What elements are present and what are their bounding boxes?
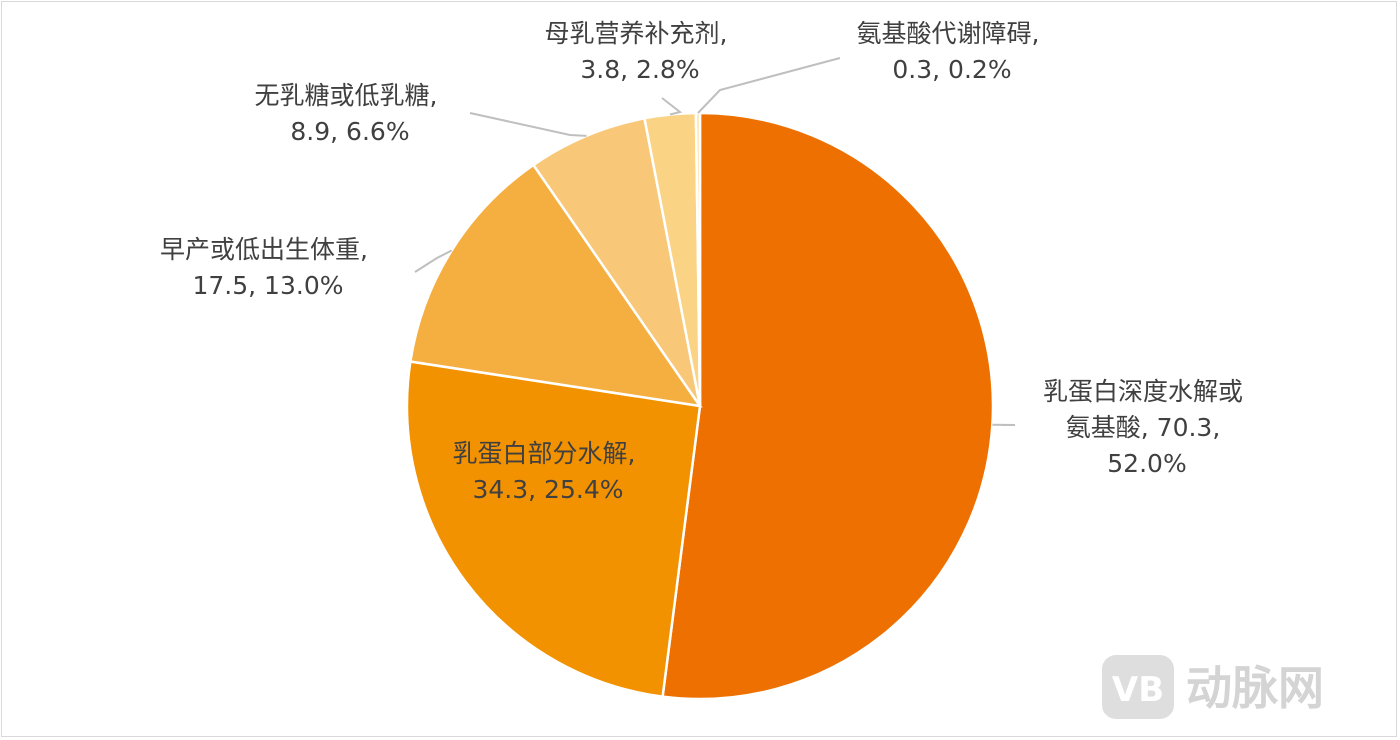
label-slice-0: 乳蛋白深度水解或 氨基酸, 70.3, 52.0% (1043, 377, 1251, 478)
leader-line-4 (661, 97, 683, 116)
label-slice-1-line1: 乳蛋白部分水解, (453, 439, 636, 468)
label-slice-2-line1: 早产或低出生体重, (160, 235, 368, 264)
label-slice-0-line1: 乳蛋白深度水解或 (1043, 377, 1243, 406)
pie-slices (405, 111, 995, 701)
watermark-logo-icon (1102, 655, 1174, 719)
pie-slice-3 (531, 116, 702, 407)
label-slice-0-line3: 52.0% (1107, 449, 1186, 478)
pie-slice-0 (661, 111, 995, 701)
watermark: VB 动脉网 (1102, 655, 1324, 719)
label-slice-0-line2: 氨基酸, 70.3, (1066, 413, 1221, 442)
label-slice-5-line1: 氨基酸代谢障碍, (857, 19, 1040, 48)
label-slice-3-line2: 8.9, 6.6% (290, 117, 409, 146)
label-slice-1: 乳蛋白部分水解, 34.3, 25.4% (453, 439, 644, 504)
pie-slice-1 (405, 360, 702, 699)
watermark-text: 动脉网 (1186, 661, 1324, 715)
leader-line-2 (414, 249, 453, 273)
label-slice-4-line2: 3.8, 2.8% (580, 55, 699, 84)
watermark-logo-text: VB (1112, 670, 1164, 710)
leader-line-5 (697, 57, 841, 114)
label-slice-5: 氨基酸代谢障碍, 0.3, 0.2% (857, 19, 1048, 84)
label-slice-4-line1: 母乳营养补充剂, (545, 19, 728, 48)
label-slice-1-line2: 34.3, 25.4% (473, 475, 624, 504)
pie-slice-2 (408, 163, 703, 408)
label-slice-4: 母乳营养补充剂, 3.8, 2.8% (545, 19, 736, 84)
label-slice-3-line1: 无乳糖或低乳糖, (255, 81, 438, 110)
label-slice-5-line2: 0.3, 0.2% (892, 55, 1011, 84)
leader-lines (414, 57, 1016, 426)
leader-line-3 (469, 112, 587, 137)
label-slice-2: 早产或低出生体重, 17.5, 13.0% (160, 235, 376, 300)
label-slice-2-line2: 17.5, 13.0% (193, 271, 344, 300)
label-slice-3: 无乳糖或低乳糖, 8.9, 6.6% (255, 81, 446, 146)
pie-slice-5 (694, 111, 702, 407)
